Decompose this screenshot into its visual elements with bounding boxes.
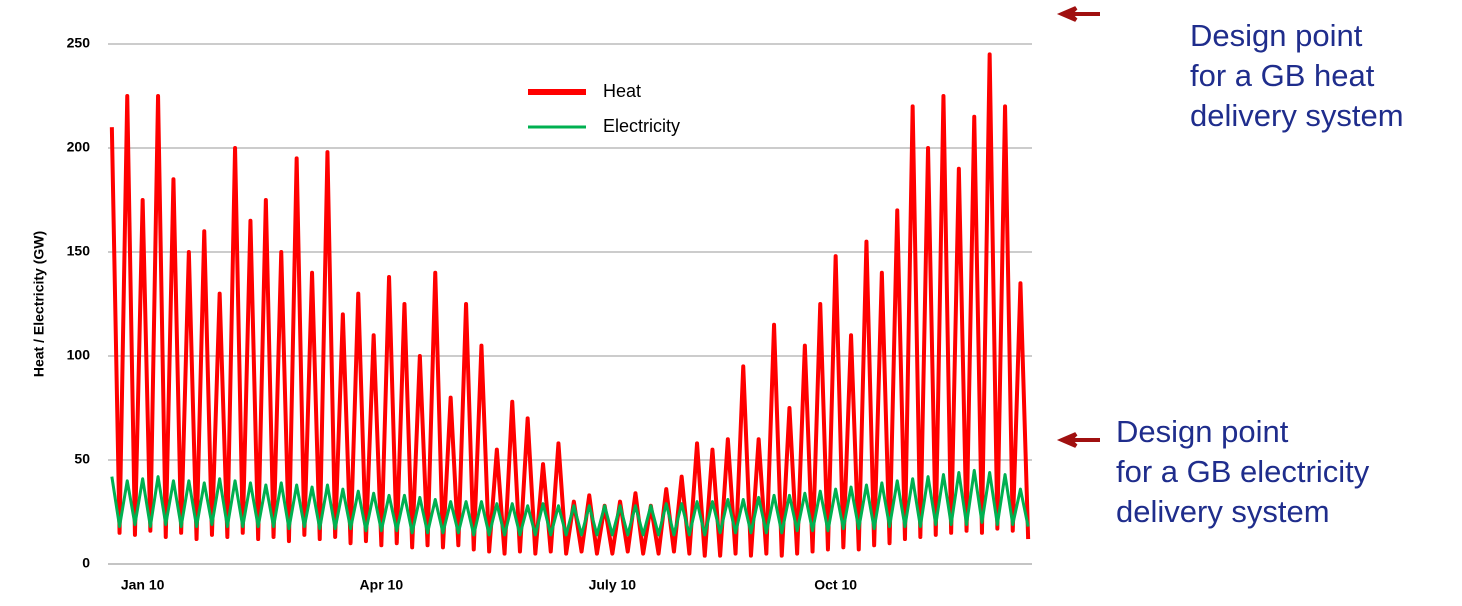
annotation: delivery system bbox=[1116, 494, 1330, 529]
arrow bbox=[1056, 6, 1100, 22]
x-tick-label: Apr 10 bbox=[360, 577, 404, 593]
annotation: delivery system bbox=[1190, 98, 1404, 133]
y-tick-label: 150 bbox=[67, 243, 91, 259]
y-axis-label: Heat / Electricity (GW) bbox=[31, 231, 47, 377]
series-line bbox=[109, 52, 1031, 558]
y-tick-label: 200 bbox=[67, 139, 91, 155]
annotation: for a GB heat bbox=[1190, 58, 1375, 93]
legend-label: Heat bbox=[603, 81, 641, 101]
y-tick-label: 50 bbox=[74, 451, 90, 467]
arrow bbox=[1056, 432, 1100, 448]
y-tick-label: 250 bbox=[67, 35, 91, 51]
x-tick-label: July 10 bbox=[589, 577, 637, 593]
annotation: for a GB electricity bbox=[1116, 454, 1370, 489]
y-tick-label: 0 bbox=[82, 555, 90, 571]
x-tick-label: Jan 10 bbox=[121, 577, 165, 593]
x-tick-label: Oct 10 bbox=[814, 577, 857, 593]
annotation: Design point bbox=[1190, 18, 1363, 53]
y-tick-label: 100 bbox=[67, 347, 91, 363]
annotation: Design point bbox=[1116, 414, 1289, 449]
legend-label: Electricity bbox=[603, 116, 680, 136]
series-line bbox=[110, 468, 1030, 537]
